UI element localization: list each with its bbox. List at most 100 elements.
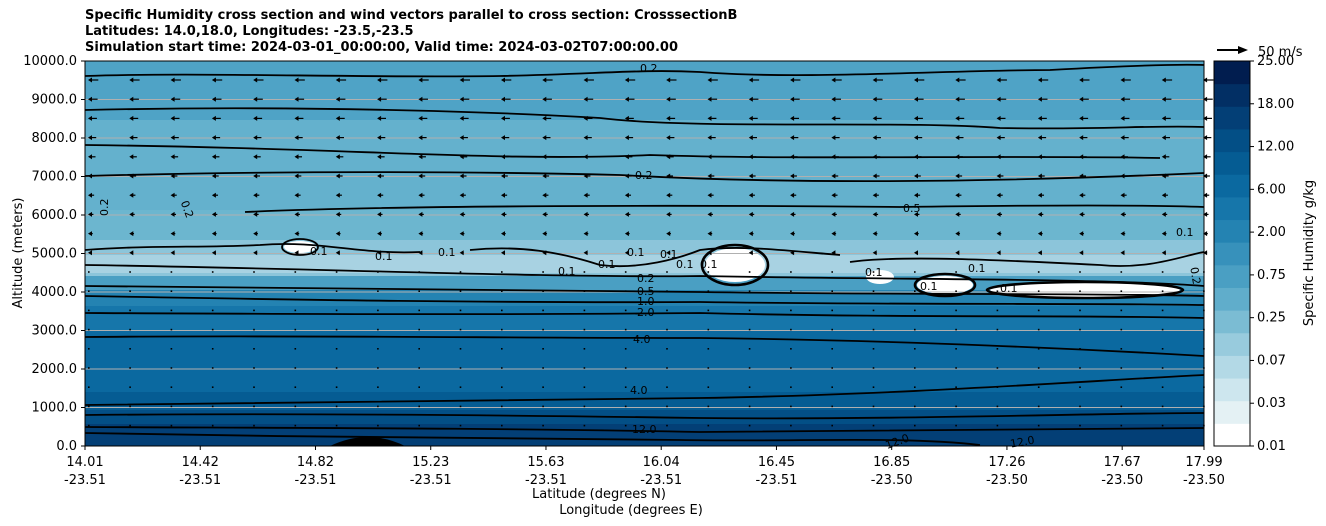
wind-arrow <box>1079 250 1084 256</box>
wind-arrow <box>583 424 586 427</box>
wind-arrow <box>624 367 627 369</box>
wind-arrow <box>996 115 1006 121</box>
wind-arrow <box>459 348 462 350</box>
contour-0.5-b <box>85 285 1204 297</box>
contour-0.1-a <box>85 243 421 254</box>
wind-arrow <box>583 290 586 292</box>
wind-arrow <box>88 290 90 292</box>
wind-arrow <box>872 154 881 160</box>
wind-arrow <box>583 328 586 331</box>
wind-arrow <box>707 386 710 388</box>
wind-arrow <box>253 154 261 160</box>
wind-arrow <box>1161 173 1169 179</box>
wind-arrow <box>790 290 792 292</box>
wind-arrow <box>1120 211 1126 217</box>
wind-arrow <box>335 250 340 256</box>
wind-arrow <box>583 211 590 217</box>
quiver-key-label: 50 m/s <box>1258 45 1303 60</box>
wind-arrow <box>996 290 999 292</box>
wind-arrow <box>1037 290 1040 292</box>
wind-arrow <box>955 115 965 121</box>
y-tick-label: 0.0 <box>56 439 77 454</box>
wind-arrow <box>583 115 593 121</box>
wind-arrow <box>253 173 261 179</box>
wind-arrow <box>872 192 879 198</box>
wind-arrow <box>831 231 837 237</box>
colorbar-tick-label: 0.03 <box>1257 396 1286 411</box>
wind-arrow <box>996 77 1007 83</box>
wind-arrow <box>335 386 338 388</box>
contour-12.0-a <box>85 412 1204 420</box>
wind-arrow <box>583 135 592 141</box>
wind-arrow <box>335 231 341 237</box>
wind-arrow <box>377 250 382 256</box>
wind-arrow <box>996 154 1005 160</box>
wind-arrow <box>996 309 999 312</box>
wind-arrow <box>1120 96 1131 102</box>
x-tick-label-lon: -23.51 <box>640 473 682 488</box>
wind-arrow <box>253 290 255 292</box>
wind-arrow <box>1079 135 1088 141</box>
wind-arrow <box>748 154 757 160</box>
wind-arrow <box>1161 328 1164 331</box>
wind-arrow <box>1037 173 1045 179</box>
wind-arrow <box>1203 211 1209 217</box>
wind-arrow <box>501 135 510 141</box>
wind-arrow <box>418 173 426 179</box>
wind-arrow <box>831 211 837 217</box>
wind-arrow <box>170 309 173 312</box>
wind-arrow <box>624 424 627 427</box>
wind-arrow <box>88 77 99 83</box>
x-tick-label-lon: -23.50 <box>1101 473 1143 488</box>
wind-arrow <box>377 405 379 408</box>
wind-arrow <box>88 309 90 312</box>
wind-arrow <box>624 271 627 273</box>
wind-arrow <box>88 173 95 179</box>
wind-arrow <box>377 290 379 292</box>
wind-arrow <box>996 348 999 350</box>
colorbar-band <box>1214 219 1250 243</box>
wind-arrow <box>542 405 544 408</box>
wind-arrow <box>335 290 338 292</box>
wind-arrow <box>294 309 297 312</box>
wind-arrow <box>418 386 420 388</box>
wind-arrow <box>1161 96 1172 102</box>
wind-arrow <box>294 328 297 331</box>
wind-arrow <box>211 135 221 141</box>
wind-arrow <box>170 405 173 408</box>
contour-label: 0.1 <box>438 246 456 259</box>
wind-arrow <box>955 154 963 160</box>
y-axis: 0.0 1000.0 2000.0 3000.0 4000.0 5000.0 6000.0 7… <box>23 54 85 454</box>
contour-ring-3 <box>913 272 977 298</box>
wind-arrow <box>294 154 303 160</box>
wind-arrow <box>335 271 338 273</box>
contour-label: 0.2 <box>637 272 655 285</box>
wind-arrow <box>1120 135 1129 141</box>
wind-arrow <box>294 386 297 388</box>
wind-arrow <box>748 192 755 198</box>
wind-arrow <box>624 231 630 237</box>
wind-arrow <box>707 77 718 83</box>
wind-arrow <box>501 405 503 408</box>
wind-arrow <box>211 367 214 369</box>
wind-arrow <box>666 173 674 179</box>
wind-arrow <box>707 211 713 217</box>
wind-arrow <box>914 231 919 237</box>
wind-arrow <box>542 367 544 369</box>
wind-arrow <box>872 405 875 408</box>
wind-arrow <box>211 386 214 388</box>
wind-arrow <box>501 211 507 217</box>
wind-arrow <box>501 367 503 369</box>
colorbar-band <box>1214 287 1250 311</box>
x-tick-label-lon: -23.51 <box>410 473 452 488</box>
wind-arrow <box>1161 424 1164 427</box>
wind-arrow <box>1079 348 1081 350</box>
wind-arrow <box>707 231 713 237</box>
wind-arrow <box>666 405 668 408</box>
wind-arrow <box>748 405 751 408</box>
contour-label: 0.1 <box>920 280 938 293</box>
wind-arrow <box>790 309 792 312</box>
wind-arrow <box>748 135 758 141</box>
wind-arrow <box>624 309 627 312</box>
wind-arrow <box>418 115 428 121</box>
